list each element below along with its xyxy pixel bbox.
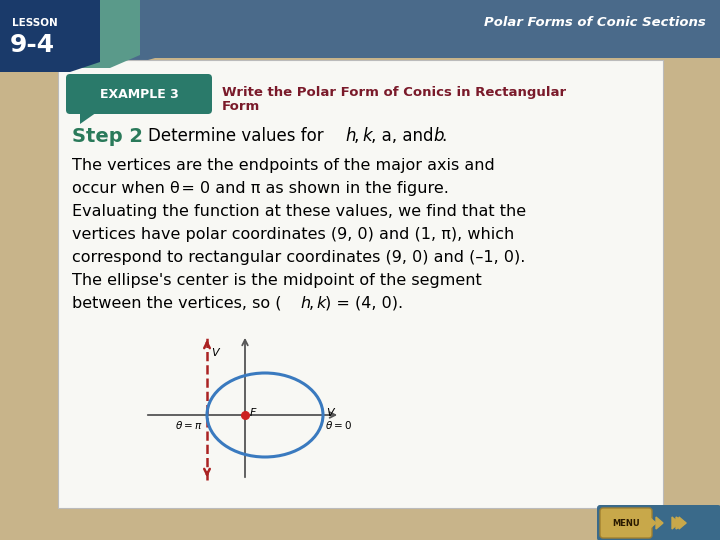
Text: 9-4: 9-4 bbox=[10, 33, 55, 57]
Text: EXAMPLE 3: EXAMPLE 3 bbox=[99, 87, 179, 100]
Text: correspond to rectangular coordinates (9, 0) and (–1, 0).: correspond to rectangular coordinates (9… bbox=[72, 250, 526, 265]
Text: The ellipse's center is the midpoint of the segment: The ellipse's center is the midpoint of … bbox=[72, 273, 482, 288]
Text: V: V bbox=[211, 348, 219, 358]
Bar bbox=[0, 0, 720, 68]
Bar bbox=[58, 60, 663, 508]
Polygon shape bbox=[0, 0, 140, 68]
FancyBboxPatch shape bbox=[600, 508, 652, 538]
Text: V: V bbox=[326, 408, 333, 418]
Polygon shape bbox=[679, 517, 686, 529]
Text: Evaluating the function at these values, we find that the: Evaluating the function at these values,… bbox=[72, 204, 526, 219]
Text: Determine values for: Determine values for bbox=[148, 127, 329, 145]
Text: , a, and: , a, and bbox=[371, 127, 433, 145]
Polygon shape bbox=[672, 517, 679, 529]
Text: k: k bbox=[362, 127, 372, 145]
Text: $\theta = 0$: $\theta = 0$ bbox=[325, 419, 352, 431]
Text: vertices have polar coordinates (9, 0) and (1, π), which: vertices have polar coordinates (9, 0) a… bbox=[72, 227, 514, 242]
Polygon shape bbox=[0, 0, 100, 72]
Text: Form: Form bbox=[222, 100, 260, 113]
Text: h: h bbox=[345, 127, 356, 145]
Text: occur when θ = 0 and π as shown in the figure.: occur when θ = 0 and π as shown in the f… bbox=[72, 181, 449, 196]
Polygon shape bbox=[0, 0, 720, 68]
Text: b: b bbox=[433, 127, 444, 145]
Polygon shape bbox=[80, 110, 100, 124]
Text: The vertices are the endpoints of the major axis and: The vertices are the endpoints of the ma… bbox=[72, 158, 495, 173]
Text: Write the Polar Form of Conics in Rectangular: Write the Polar Form of Conics in Rectan… bbox=[222, 86, 566, 99]
FancyBboxPatch shape bbox=[66, 74, 212, 114]
Polygon shape bbox=[656, 517, 663, 529]
Text: $\theta = \pi$: $\theta = \pi$ bbox=[174, 419, 202, 431]
Text: ) = (4, 0).: ) = (4, 0). bbox=[325, 296, 403, 311]
Text: .: . bbox=[441, 127, 446, 145]
Text: Step 2: Step 2 bbox=[72, 127, 143, 146]
FancyBboxPatch shape bbox=[597, 505, 720, 540]
Text: MENU: MENU bbox=[612, 518, 640, 528]
Text: LESSON: LESSON bbox=[12, 18, 58, 28]
Text: k: k bbox=[316, 296, 325, 311]
Text: F: F bbox=[250, 408, 256, 418]
Text: ,: , bbox=[354, 127, 359, 145]
Polygon shape bbox=[649, 517, 656, 529]
Polygon shape bbox=[676, 517, 686, 529]
Text: ,: , bbox=[309, 296, 314, 311]
Text: h: h bbox=[300, 296, 310, 311]
Text: between the vertices, so (: between the vertices, so ( bbox=[72, 296, 282, 311]
Text: Polar Forms of Conic Sections: Polar Forms of Conic Sections bbox=[485, 16, 706, 29]
